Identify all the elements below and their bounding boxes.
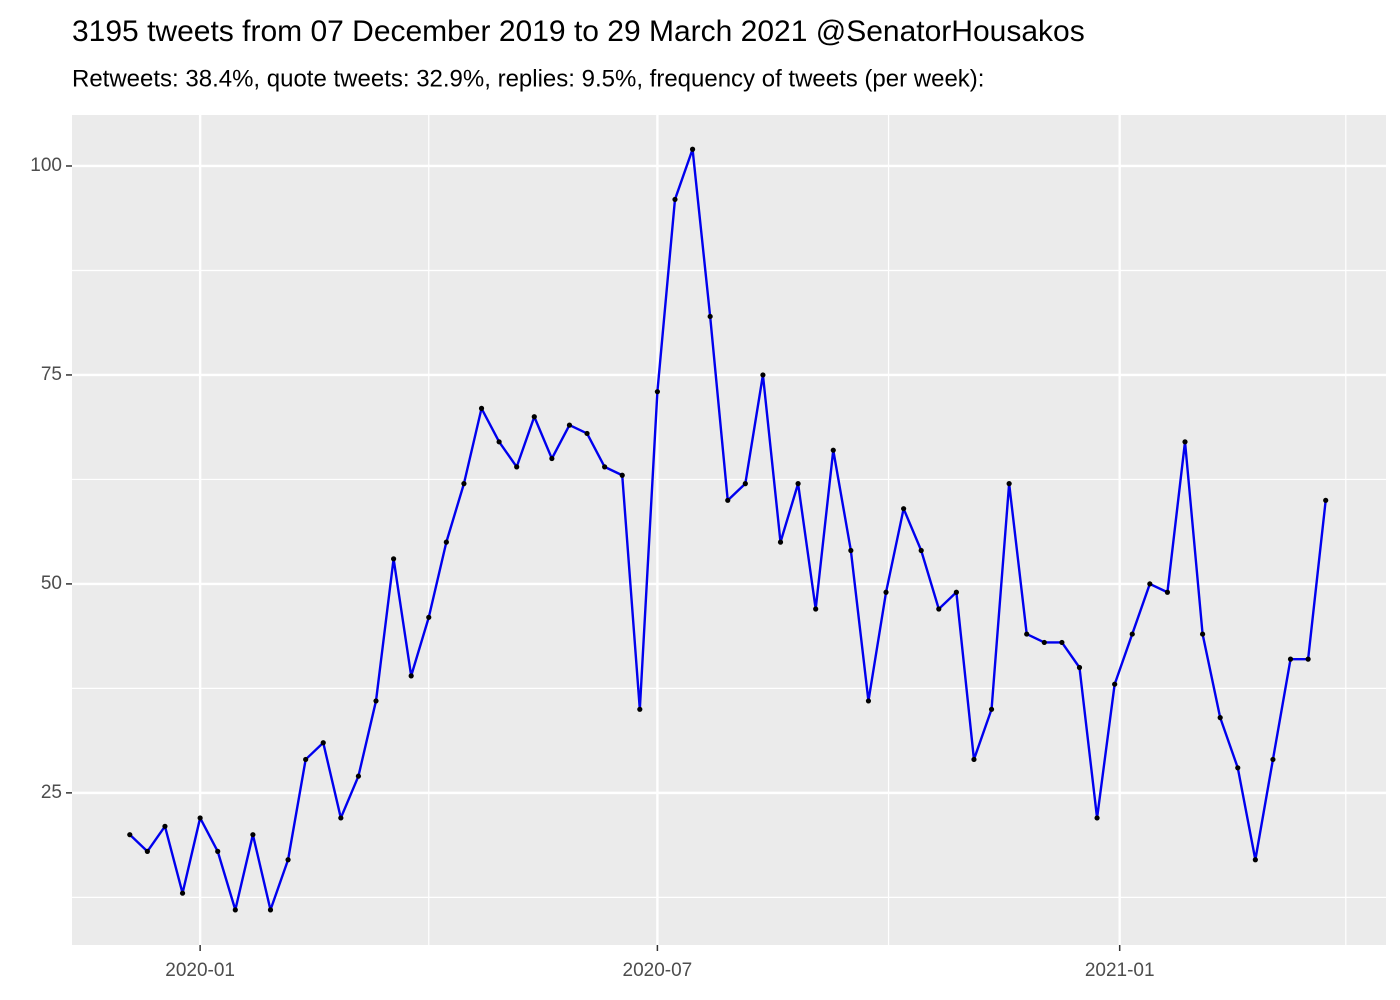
data-point (953, 589, 959, 595)
data-point (549, 455, 555, 462)
data-point (936, 606, 942, 612)
y-tick-label: 50 (41, 573, 62, 594)
data-point (197, 815, 203, 821)
data-point (232, 907, 238, 913)
data-point (373, 698, 379, 704)
data-point (1024, 631, 1030, 637)
data-point (179, 890, 186, 896)
data-point (760, 372, 766, 378)
data-point (1217, 715, 1223, 721)
data-point (918, 547, 924, 554)
data-point (426, 614, 432, 620)
data-point (127, 832, 133, 838)
data-point (1147, 581, 1153, 587)
data-point (1164, 589, 1171, 595)
data-point (830, 447, 836, 453)
chart-title: 3195 tweets from 07 December 2019 to 29 … (72, 15, 1085, 48)
data-point (390, 556, 397, 562)
data-point (1112, 681, 1118, 687)
data-point (566, 422, 573, 428)
x-tick-label: 2020-07 (623, 960, 693, 981)
data-point (1252, 857, 1258, 863)
data-point (1006, 481, 1012, 487)
y-tick-label: 25 (41, 782, 62, 803)
data-point (637, 706, 643, 712)
data-point (267, 907, 274, 913)
x-tick-label: 2020-01 (165, 960, 235, 981)
data-point (1287, 656, 1294, 662)
data-point (144, 848, 150, 854)
data-point (584, 430, 590, 437)
data-point (355, 773, 362, 779)
data-point (408, 673, 414, 679)
data-point (619, 472, 625, 478)
data-point (654, 389, 660, 395)
data-point (1129, 631, 1135, 637)
data-point (1270, 756, 1276, 763)
data-point (1182, 439, 1188, 445)
data-point (813, 606, 819, 612)
data-point (795, 481, 801, 487)
data-point (602, 464, 608, 470)
data-point (215, 848, 221, 854)
data-point (971, 756, 977, 763)
data-point (443, 539, 449, 545)
data-point (162, 823, 168, 829)
panel (72, 115, 1386, 945)
data-point (901, 506, 907, 512)
data-point (707, 313, 713, 320)
data-point (865, 698, 872, 704)
data-point (285, 857, 291, 863)
data-point (689, 146, 696, 152)
data-point (1323, 497, 1329, 503)
data-point (1076, 664, 1083, 671)
data-point (1305, 656, 1311, 662)
data-point (1235, 765, 1241, 771)
data-point (1059, 639, 1065, 646)
data-point (514, 464, 520, 470)
data-point (320, 740, 326, 746)
data-point (461, 481, 467, 487)
y-tick-label: 100 (30, 155, 62, 176)
data-point (1199, 631, 1206, 637)
data-point (1094, 815, 1100, 821)
chart-subtitle: Retweets: 38.4%, quote tweets: 32.9%, re… (72, 65, 984, 92)
data-point (848, 547, 854, 554)
data-point (531, 414, 537, 420)
x-tick-label: 2021-01 (1085, 960, 1155, 981)
y-tick-label: 75 (41, 364, 62, 385)
data-point (777, 539, 784, 545)
data-point (338, 815, 344, 821)
data-point (496, 439, 502, 445)
data-point (1041, 639, 1047, 646)
data-point (303, 756, 309, 763)
data-point (672, 196, 678, 203)
data-point (250, 832, 256, 838)
data-point (742, 481, 748, 487)
data-point (883, 589, 889, 595)
data-point (988, 706, 995, 712)
data-point (478, 405, 485, 411)
data-point (725, 497, 731, 503)
